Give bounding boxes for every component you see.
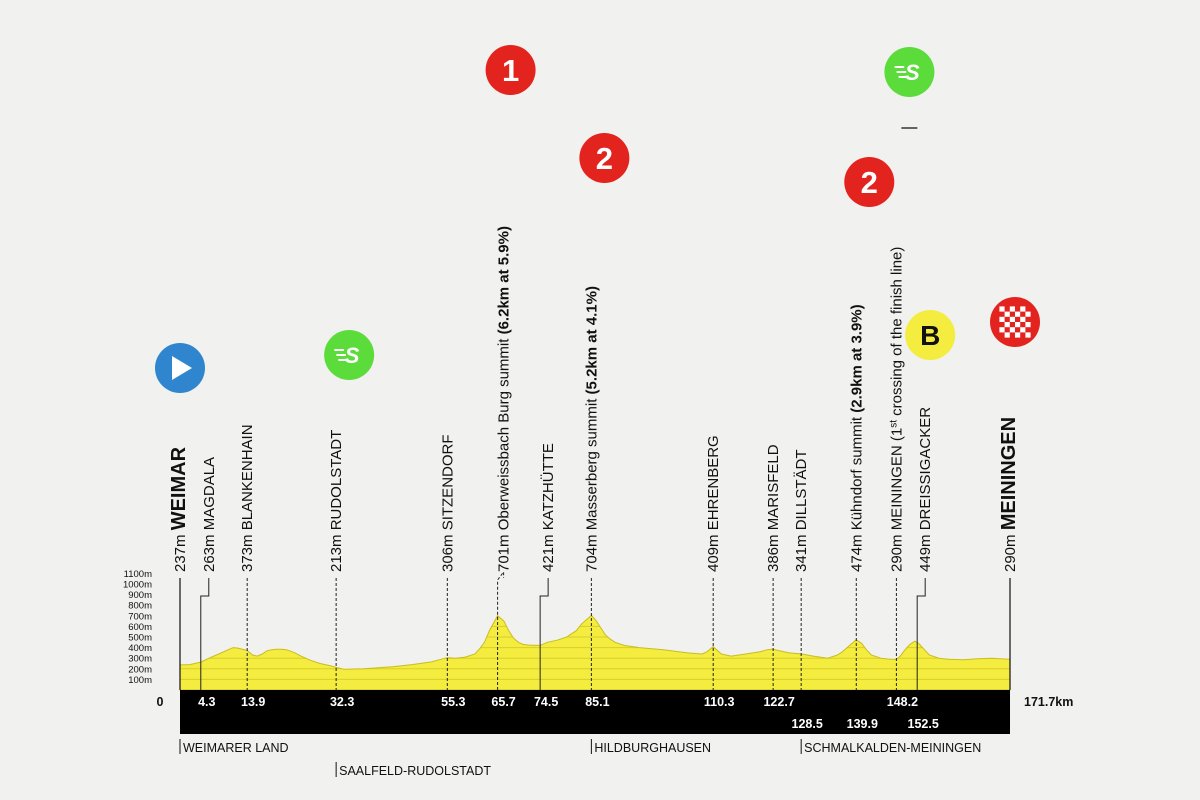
- check-cell: [1004, 311, 1010, 317]
- check-cell: [1015, 322, 1021, 328]
- kom-icon: [844, 157, 895, 207]
- guide-dashed: [497, 570, 505, 690]
- checkered-flag-icon: [999, 306, 1031, 338]
- km-label: 110.3: [704, 695, 735, 709]
- check-cell: [1009, 327, 1015, 333]
- check-cell: [1025, 311, 1031, 317]
- waypoint-label: 213m RUDOLSTADT: [328, 430, 345, 572]
- waypoint-label: 290m MEININGEN (1st crossing of the fini…: [888, 247, 905, 572]
- regions: WEIMARER LAND SAALFELD-RUDOLSTADT HILDBURG…: [179, 739, 981, 778]
- waypoint-label: 373m BLANKENHAIN: [239, 424, 256, 572]
- km-label: 85.1: [585, 695, 609, 709]
- waypoint-label: 704m Masserberg summit (5.2km at 4.1%): [583, 286, 600, 572]
- km-label: 55.3: [441, 695, 465, 709]
- elevation-axis: 100m200m300m400m500m600m700m800m900m1000…: [123, 569, 152, 686]
- kom-category-label: 1: [502, 53, 519, 88]
- waypoint-icons: S 1 2 2 S B: [155, 45, 1040, 393]
- distance-bar: 0 171.7km 4.3 13.9 32.3 55.3 65.7 74.5 85.1 110.3…: [157, 690, 1073, 734]
- waypoint-label: 306m SITZENDORF: [439, 434, 456, 572]
- y-tick-label: 400m: [128, 643, 152, 654]
- bonus-icon: [905, 310, 956, 360]
- kom-category-label: 2: [596, 141, 613, 176]
- km-label: 32.3: [330, 695, 354, 709]
- elevation-outline: [179, 614, 1011, 691]
- sprint-badge-letter: S: [345, 343, 360, 368]
- check-cell: [1015, 311, 1021, 317]
- km-label: 4.3: [198, 695, 215, 709]
- waypoint-labels: 237m WEIMAR 263m MAGDALA 373m BLANKENHAIN 2…: [168, 226, 1020, 572]
- check-cell: [1025, 332, 1031, 338]
- check-cell: [1020, 316, 1026, 322]
- waypoint-guides: [179, 570, 1011, 690]
- km-label: 74.5: [534, 695, 558, 709]
- check-cell: [999, 316, 1005, 322]
- waypoint-label: 421m KATZHÜTTE: [539, 443, 557, 572]
- y-tick-label: 100m: [128, 675, 152, 686]
- y-tick-label: 800m: [128, 601, 152, 612]
- play-icon: [172, 356, 192, 380]
- waypoint-label: 341m DILLSTÄDT: [793, 449, 810, 572]
- kom-icon: [485, 45, 536, 95]
- sprint-icon: [324, 330, 375, 380]
- km-label: 128.5: [792, 717, 823, 731]
- km-label: 139.9: [847, 717, 878, 731]
- waypoint-label: 449m DREISSIGACKER: [917, 407, 934, 572]
- guide-dogleg: [539, 578, 549, 690]
- check-cell: [1009, 316, 1015, 322]
- distance-bar-bottom: [180, 712, 1010, 734]
- kom-category-label: 2: [861, 165, 878, 200]
- waypoint-label: 290m MEININGEN: [998, 417, 1020, 572]
- bonus-badge-label: B: [920, 320, 940, 351]
- waypoint-label: 263m MAGDALA: [201, 457, 218, 572]
- check-cell: [1020, 327, 1026, 333]
- y-tick-label: 1000m: [123, 580, 152, 591]
- elevation-area: [179, 614, 1011, 691]
- check-cell: [999, 306, 1005, 312]
- km-label: 13.9: [241, 695, 265, 709]
- elevation-fill: [180, 615, 1010, 690]
- y-tick-label: 700m: [128, 611, 152, 622]
- y-tick-label: 900m: [128, 590, 152, 601]
- km-label: 148.2: [887, 695, 918, 709]
- kom-icon: [579, 133, 630, 183]
- km-label: 122.7: [763, 695, 794, 709]
- y-tick-label: 200m: [128, 664, 152, 675]
- distance-bar-top: [180, 690, 1010, 712]
- region-label: SCHMALKALDEN-MEININGEN: [804, 741, 981, 755]
- check-cell: [1004, 322, 1010, 328]
- region-label: WEIMARER LAND: [183, 741, 289, 755]
- y-tick-label: 600m: [128, 622, 152, 633]
- guide-dogleg: [916, 578, 926, 690]
- check-cell: [1025, 322, 1031, 328]
- sprint-badge-letter: S: [905, 60, 920, 85]
- waypoint-label: 701m Oberweissbach Burg summit (6.2km at…: [496, 226, 513, 572]
- check-cell: [1004, 332, 1010, 338]
- y-tick-label: 300m: [128, 654, 152, 665]
- guide-dogleg: [200, 578, 210, 690]
- check-cell: [999, 327, 1005, 333]
- waypoint-label: 386m MARISFELD: [765, 444, 782, 572]
- km-label: 152.5: [908, 717, 939, 731]
- km-label: 65.7: [491, 695, 515, 709]
- waypoint-label: 237m WEIMAR: [168, 446, 190, 572]
- check-cell: [1020, 306, 1026, 312]
- distance-end-label: 171.7km: [1024, 695, 1073, 709]
- sprint-icon: [884, 47, 935, 97]
- region-label: SAALFELD-RUDOLSTADT: [339, 764, 491, 778]
- check-cell: [1015, 332, 1021, 338]
- check-cell: [1009, 306, 1015, 312]
- waypoint-label: 409m EHRENBERG: [705, 435, 722, 572]
- distance-start-label: 0: [157, 695, 164, 709]
- y-tick-label: 500m: [128, 633, 152, 644]
- region-label: HILDBURGHAUSEN: [594, 741, 711, 755]
- y-tick-label: 1100m: [124, 569, 152, 580]
- waypoint-label: 474m Kühndorf summit (2.9km at 3.9%): [848, 304, 865, 572]
